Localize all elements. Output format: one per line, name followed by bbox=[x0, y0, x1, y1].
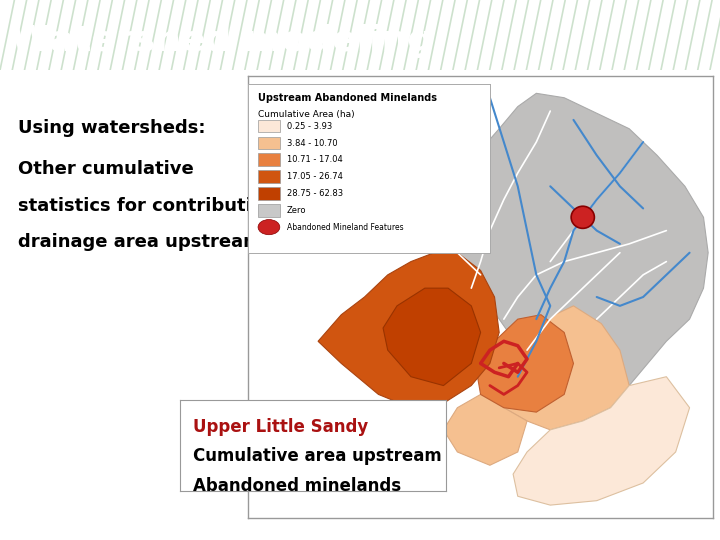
Polygon shape bbox=[444, 394, 527, 465]
Text: 28.75 - 62.83: 28.75 - 62.83 bbox=[287, 189, 343, 198]
Bar bbox=[258, 187, 280, 200]
Text: 0.25 - 3.93: 0.25 - 3.93 bbox=[287, 122, 333, 131]
Text: Cumulative area upstream: Cumulative area upstream bbox=[193, 447, 442, 465]
Text: statistics for contributing: statistics for contributing bbox=[18, 197, 277, 214]
Polygon shape bbox=[476, 315, 574, 412]
Text: 10.71 - 17.04: 10.71 - 17.04 bbox=[287, 156, 343, 164]
Text: 3.84 - 10.70: 3.84 - 10.70 bbox=[287, 139, 338, 147]
Bar bbox=[258, 204, 280, 217]
Bar bbox=[258, 120, 280, 132]
Bar bbox=[258, 137, 280, 149]
Bar bbox=[258, 153, 280, 166]
Polygon shape bbox=[383, 288, 481, 386]
Text: Upstream Abandoned Minelands: Upstream Abandoned Minelands bbox=[258, 93, 437, 103]
Polygon shape bbox=[434, 93, 708, 399]
Text: Watershed modeling: Watershed modeling bbox=[11, 24, 433, 58]
Circle shape bbox=[258, 220, 280, 235]
Text: Cumulative Area (ha): Cumulative Area (ha) bbox=[258, 110, 355, 119]
Text: Abandoned minelands: Abandoned minelands bbox=[193, 477, 402, 495]
Text: Upper Little Sandy: Upper Little Sandy bbox=[193, 418, 369, 436]
Polygon shape bbox=[318, 253, 499, 408]
Text: Zero: Zero bbox=[287, 206, 307, 215]
Text: Abandoned Mineland Features: Abandoned Mineland Features bbox=[287, 222, 404, 232]
Text: drainage area upstream: drainage area upstream bbox=[18, 233, 262, 251]
Text: Using watersheds:: Using watersheds: bbox=[18, 119, 205, 138]
Circle shape bbox=[571, 206, 595, 228]
Text: 17.05 - 26.74: 17.05 - 26.74 bbox=[287, 172, 343, 181]
Text: Other cumulative: Other cumulative bbox=[18, 160, 194, 178]
Polygon shape bbox=[513, 377, 690, 505]
Polygon shape bbox=[504, 306, 629, 430]
Bar bbox=[258, 170, 280, 183]
